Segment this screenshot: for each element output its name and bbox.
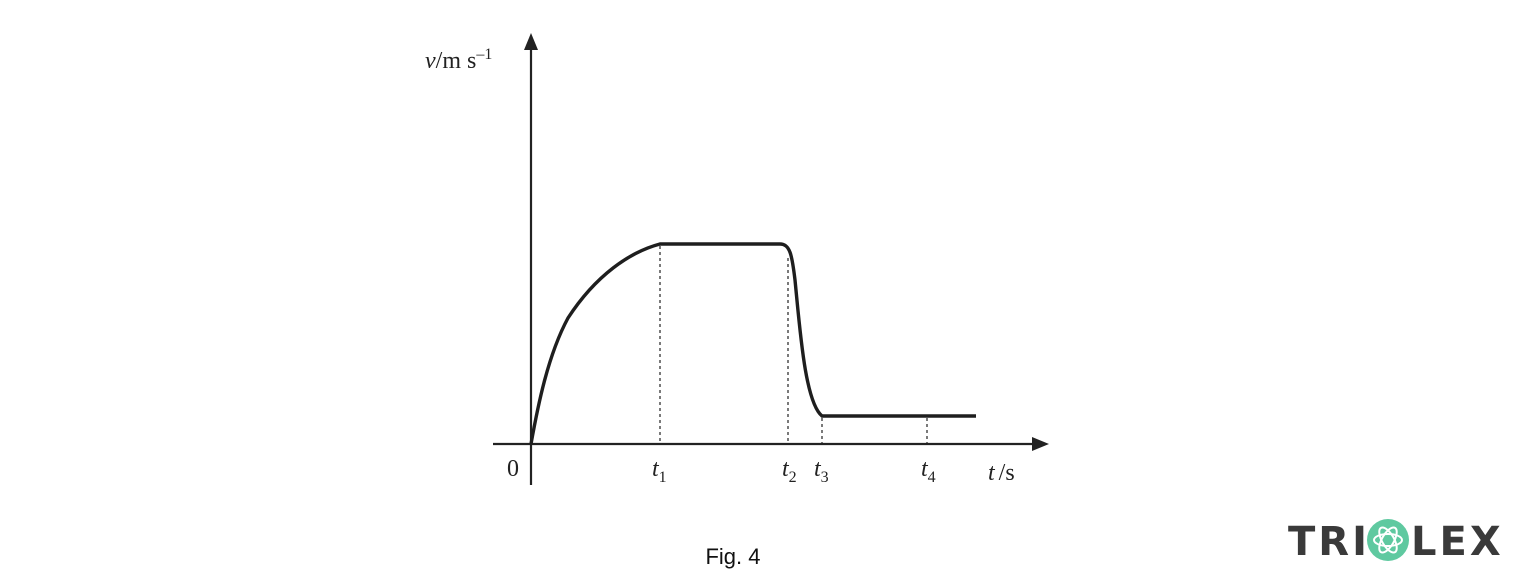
logo: TRI LEX [1288, 519, 1504, 565]
time-mark-label: t1 [652, 456, 667, 486]
caption: Fig. 4 [705, 544, 760, 569]
velocity-curve [529, 242, 976, 445]
time-marks: t1 t2 t3 t4 [652, 456, 936, 486]
unit: /s [999, 460, 1015, 486]
symbol: t [652, 456, 660, 482]
subscript: 4 [928, 469, 936, 486]
subscript: 2 [789, 469, 797, 486]
exponent: –1 [475, 46, 492, 63]
x-axis-label: t/s [988, 460, 1015, 486]
unit: /m s [436, 48, 477, 74]
x-arrow [1032, 437, 1049, 451]
subscript: 1 [659, 469, 667, 486]
subscript: 3 [821, 469, 829, 486]
logo-right: LEX [1411, 519, 1504, 565]
y-arrow [524, 33, 538, 50]
symbol: t [814, 456, 822, 482]
symbol: t [782, 456, 790, 482]
logo-left: TRI [1288, 519, 1370, 565]
logo-icon [1367, 519, 1409, 561]
time-mark-label: t3 [814, 456, 829, 486]
symbol: t [988, 460, 996, 486]
symbol: t [921, 456, 929, 482]
axes [493, 45, 1036, 485]
origin-label: 0 [507, 456, 519, 482]
symbol: v [425, 48, 436, 74]
time-mark-label: t4 [921, 456, 936, 486]
guides [659, 246, 928, 444]
time-mark-label: t2 [782, 456, 797, 486]
y-axis-label: v/m s–1 [425, 46, 492, 74]
logo-atom [1373, 526, 1403, 554]
